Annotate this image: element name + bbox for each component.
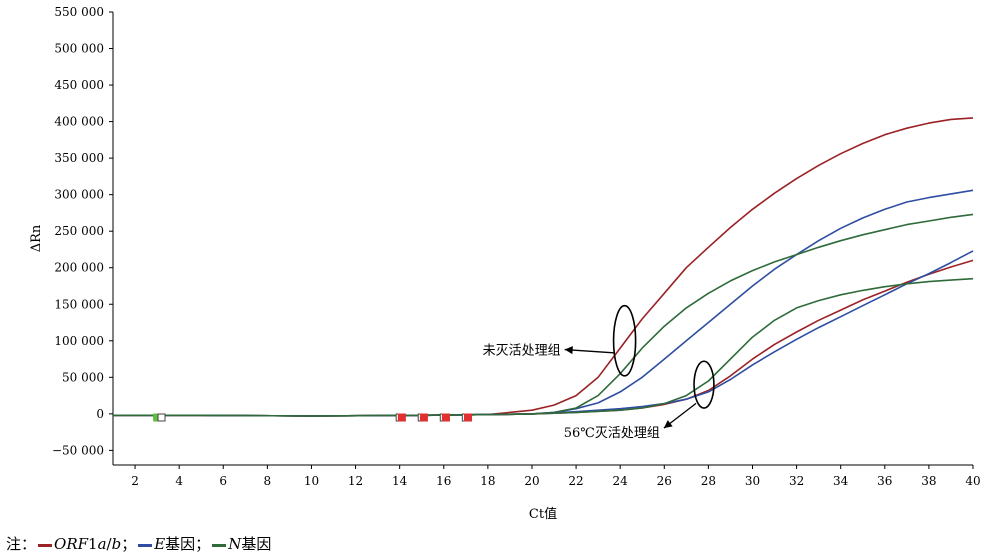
x-tick-label: 36 — [877, 474, 892, 488]
legend-orf-italic: ORF — [54, 535, 89, 553]
x-tick-label: 30 — [745, 474, 760, 488]
note-prefix: 注： — [6, 535, 37, 553]
x-tick-label: 14 — [392, 474, 408, 488]
legend-e-italic: E — [154, 535, 166, 553]
x-axis-title: Ct值 — [529, 506, 557, 522]
y-axis-title: ΔRn — [29, 224, 44, 252]
x-tick-label: 10 — [304, 474, 319, 488]
x-tick-label: 28 — [701, 474, 716, 488]
x-tick-label: 38 — [921, 474, 936, 488]
series-line-5 — [113, 277, 974, 417]
x-tick-label: 8 — [264, 474, 272, 488]
data-marker — [157, 413, 166, 422]
x-tick-label: 22 — [568, 474, 583, 488]
chart-svg: −50 000 0 50 000 100 000 150 000 200 000 250 0… — [29, 5, 981, 522]
data-marker — [419, 413, 428, 422]
legend-orf-b: b — [111, 535, 122, 553]
x-tick-label: 20 — [524, 474, 539, 488]
legend-orf-num: 1 — [88, 535, 98, 553]
x-tick-label: 2 — [131, 474, 139, 488]
legend-orf-slash: / — [106, 535, 112, 553]
y-tick-label: 200 000 — [54, 261, 104, 275]
x-tick-label: 6 — [219, 474, 227, 488]
legend-swatch-n — [212, 543, 227, 547]
series-line-0 — [113, 117, 974, 417]
y-tick-label: 100 000 — [54, 334, 104, 348]
x-tick-label: 24 — [613, 474, 629, 488]
data-marker — [464, 413, 473, 422]
annotation-arrowhead — [663, 420, 673, 429]
x-tick-label: 40 — [965, 474, 980, 488]
series-line-3 — [113, 259, 974, 417]
annotation-ellipse — [693, 360, 715, 409]
series-line-4 — [113, 250, 974, 417]
legend-n-text: 基因 — [241, 535, 272, 553]
legend-e-text: 基因 — [165, 535, 196, 553]
y-tick-label: −50 000 — [52, 443, 104, 457]
legend-swatch-orf — [38, 543, 53, 547]
series-line-1 — [113, 189, 974, 417]
x-tick-label: 4 — [175, 474, 183, 488]
x-tick-label: 32 — [789, 474, 804, 488]
y-tick-label: 350 000 — [54, 151, 104, 165]
legend-n-italic: N — [228, 535, 242, 553]
annotation-arrow — [564, 348, 614, 354]
x-tick-label: 12 — [348, 474, 363, 488]
y-tick-label: 150 000 — [54, 297, 104, 311]
y-tick-label: 400 000 — [54, 115, 104, 129]
x-tick-label: 34 — [833, 474, 849, 488]
legend-note: 注： ORF1a/b； E基因； N基因 — [6, 533, 271, 554]
annotation-ellipse — [612, 304, 637, 377]
x-tick-label: 16 — [436, 474, 451, 488]
y-tick-label: 550 000 — [54, 5, 104, 19]
x-tick-label: 26 — [657, 474, 672, 488]
legend-orf-a: a — [97, 535, 107, 553]
data-marker — [441, 413, 450, 422]
legend-orf-sep: ； — [121, 535, 137, 553]
annotation-label: 56℃灭活处理组 — [564, 426, 660, 441]
y-tick-label: 0 — [96, 407, 104, 421]
x-tick-label: 18 — [480, 474, 495, 488]
y-tick-label: 50 000 — [62, 370, 104, 384]
y-tick-label: 450 000 — [54, 78, 104, 92]
y-tick-label: 250 000 — [54, 224, 104, 238]
y-tick-label: 500 000 — [54, 42, 104, 56]
annotation-arrowhead — [564, 346, 573, 355]
annotation-label: 未灭活处理组 — [483, 344, 561, 359]
data-marker — [397, 413, 406, 422]
legend-swatch-e — [138, 543, 153, 547]
legend-e-sep: ； — [195, 535, 211, 553]
y-tick-label: 300 000 — [54, 188, 104, 202]
